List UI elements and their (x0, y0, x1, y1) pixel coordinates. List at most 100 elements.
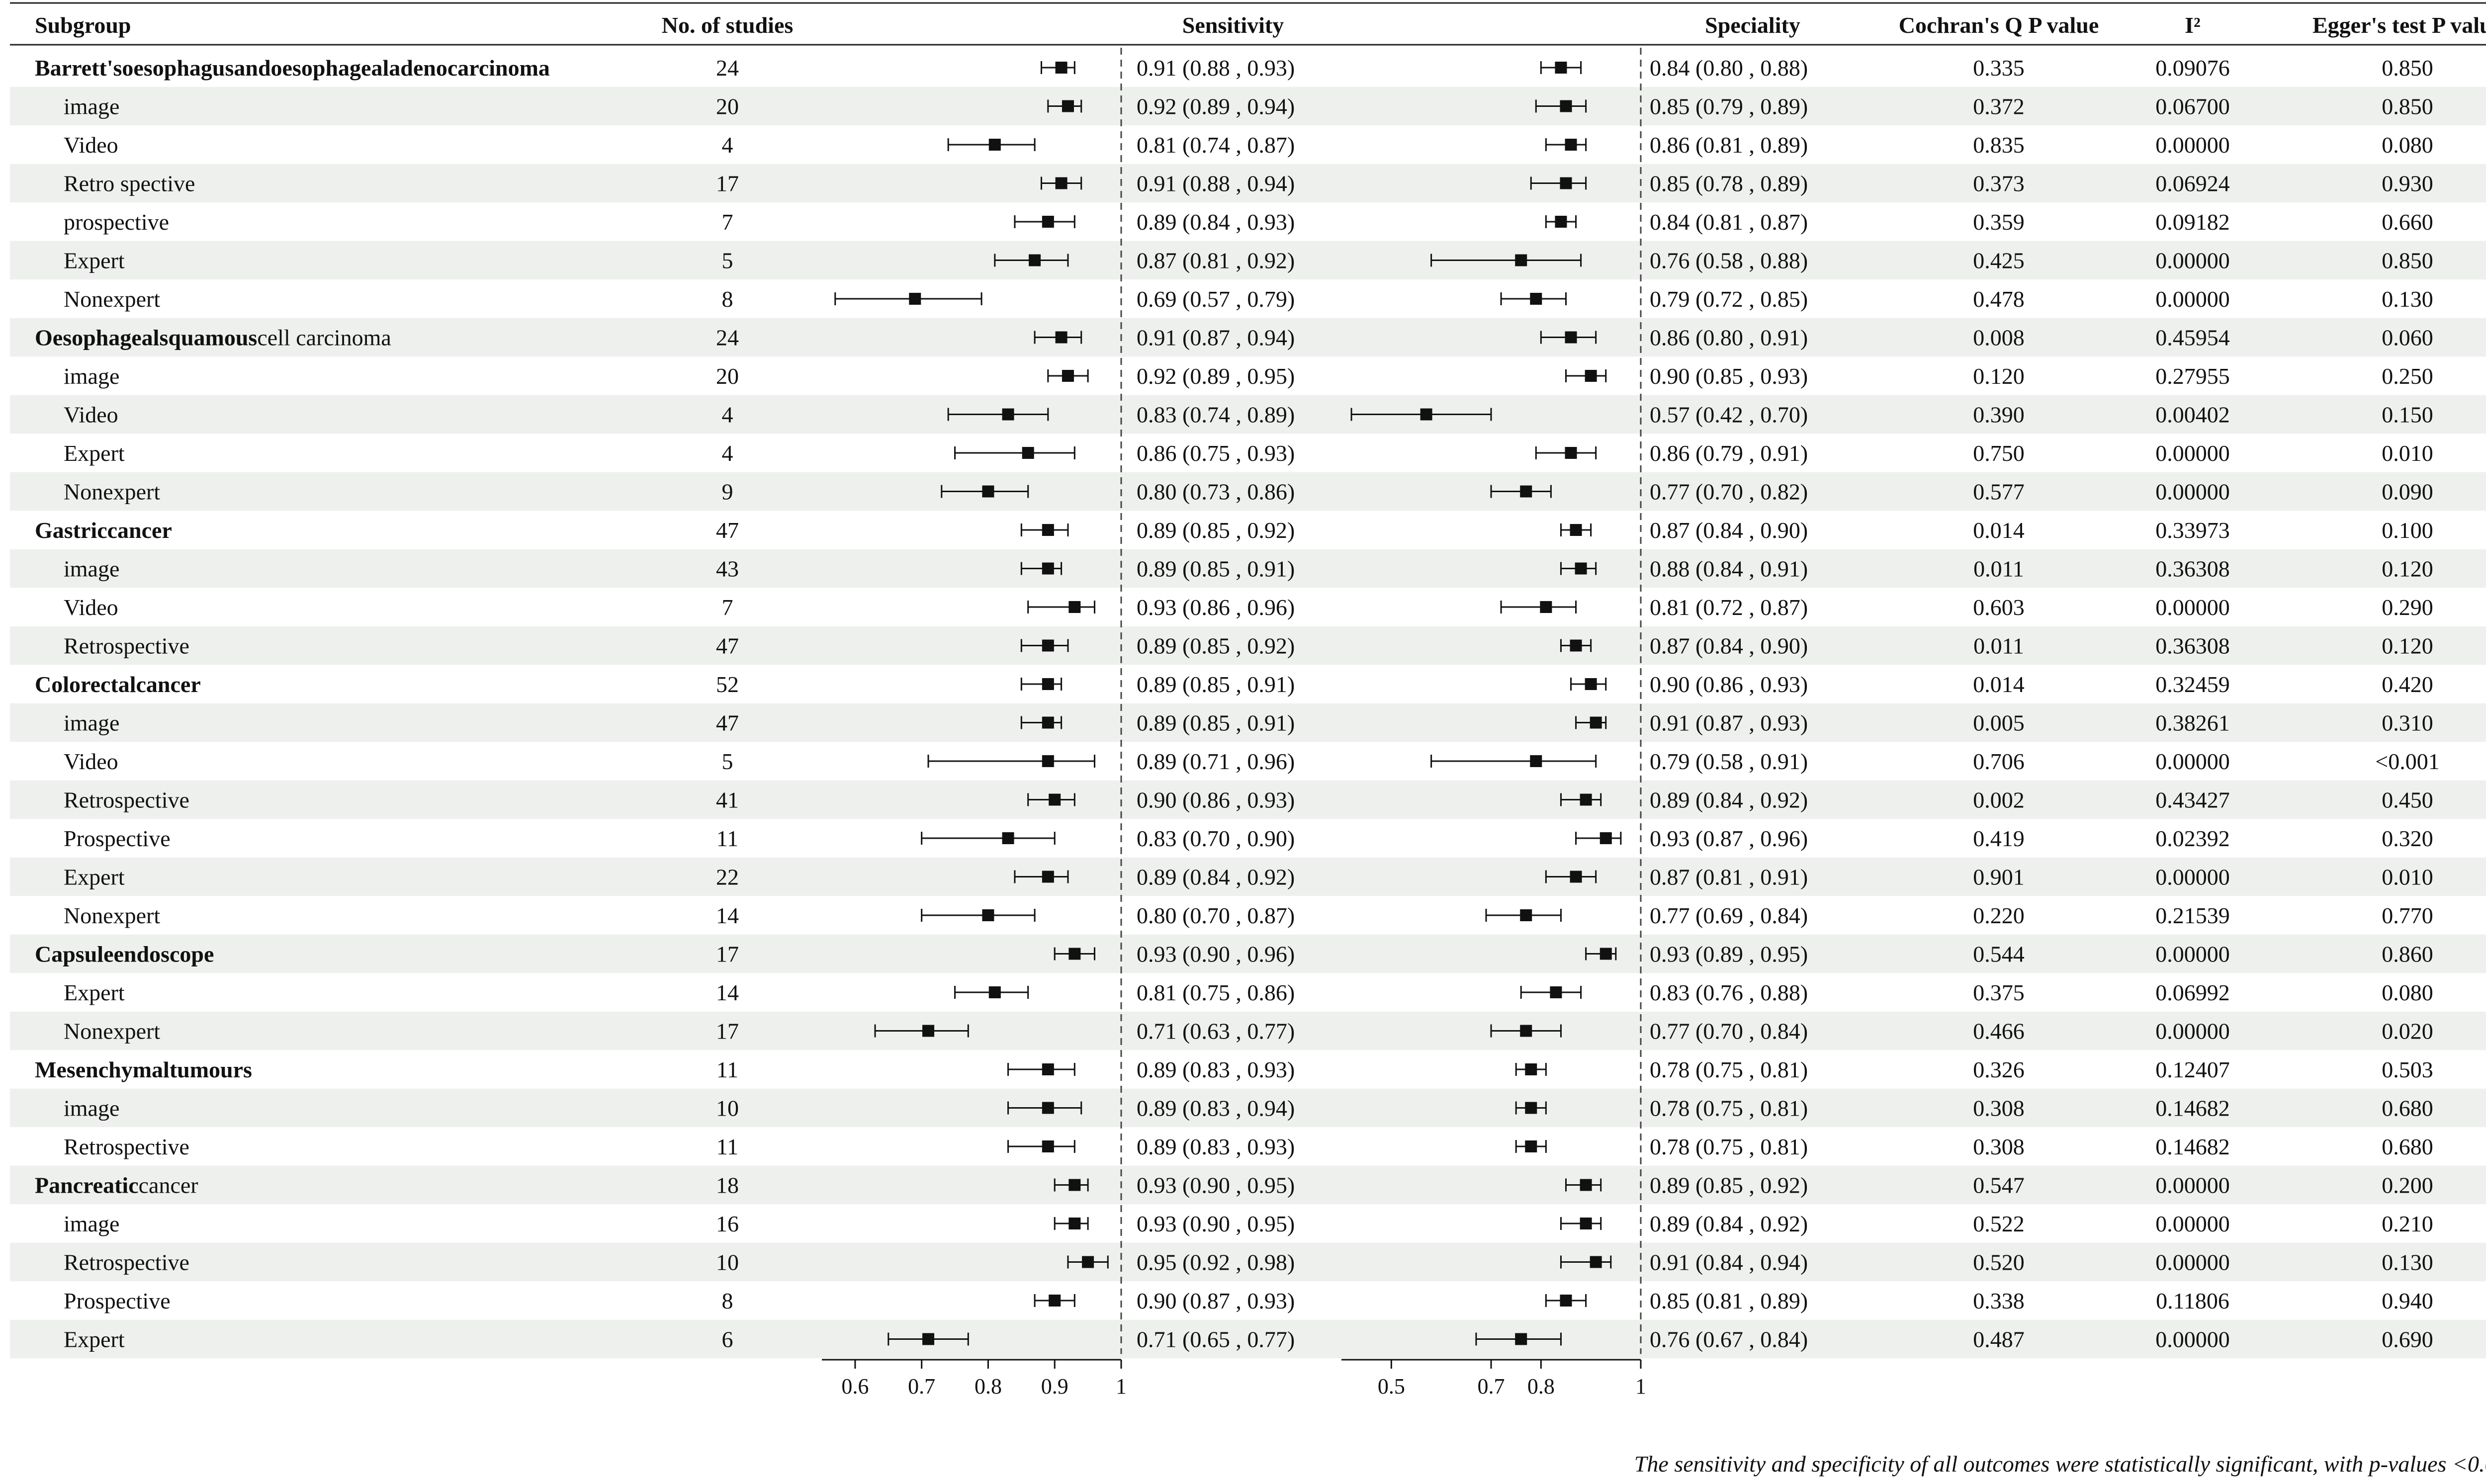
sensitivity-point (1055, 177, 1067, 189)
sensitivity-tick-label: 0.7 (908, 1374, 935, 1398)
table-row: Prospective 8 0.90 (0.87 , 0.93) 0.85 (0.81… (64, 1288, 2433, 1313)
table-row: Video 5 0.89 (0.71 , 0.96) 0.79 (0.58 , 0.9… (64, 749, 2440, 774)
i2-value: 0.21539 (2155, 903, 2230, 928)
specificity-tick-label: 0.5 (1378, 1374, 1405, 1398)
subgroup-label: Colorectalcancer (35, 672, 201, 697)
cochran-q-value: 0.011 (1973, 556, 2024, 582)
sensitivity-value: 0.91 (0.88 , 0.93) (1137, 55, 1295, 81)
specificity-point (1540, 601, 1552, 613)
egger-value: <0.001 (2375, 749, 2439, 774)
cochran-q-value: 0.478 (1973, 286, 2025, 312)
sensitivity-value: 0.89 (0.83 , 0.94) (1137, 1096, 1295, 1121)
sensitivity-value: 0.92 (0.89 , 0.95) (1137, 363, 1295, 389)
row-stripe (10, 1165, 2486, 1205)
cochran-q-value: 0.544 (1973, 942, 2025, 967)
sensitivity-point (1062, 100, 1074, 112)
specificity-point (1555, 216, 1567, 228)
sensitivity-point (1042, 1140, 1054, 1152)
cochran-q-value: 0.466 (1973, 1019, 2025, 1044)
row-stripe (10, 1242, 2486, 1282)
sensitivity-point (1068, 1218, 1081, 1229)
table-row: Capsuleendoscope 17 0.93 (0.90 , 0.96) 0.93… (35, 942, 2433, 967)
studies-count: 47 (716, 633, 739, 659)
i2-value: 0.02392 (2155, 826, 2230, 851)
sensitivity-value: 0.95 (0.92 , 0.98) (1137, 1250, 1295, 1275)
row-stripe (10, 934, 2486, 973)
egger-value: 0.850 (2382, 94, 2433, 119)
specificity-value: 0.87 (0.84 , 0.90) (1650, 633, 1808, 659)
cochran-q-value: 0.375 (1973, 980, 2025, 1005)
sensitivity-value: 0.93 (0.90 , 0.95) (1137, 1211, 1295, 1236)
subgroup-label: image (64, 1096, 119, 1121)
specificity-value: 0.93 (0.89 , 0.95) (1650, 942, 1808, 967)
studies-count: 17 (716, 171, 739, 196)
specificity-point (1530, 293, 1542, 305)
table-row: Expert 4 0.86 (0.75 , 0.93) 0.86 (0.79 , 0.… (64, 440, 2433, 466)
row-stripe (10, 472, 2486, 511)
sensitivity-value: 0.91 (0.88 , 0.94) (1137, 171, 1295, 196)
i2-value: 0.36308 (2155, 556, 2230, 582)
cochran-q-value: 0.419 (1973, 826, 2025, 851)
i2-value: 0.00000 (2155, 865, 2230, 890)
axes: 0.6 0.7 0.8 0.9 1 0.5 0.7 0.8 1 (822, 1359, 1646, 1398)
specificity-value: 0.77 (0.69 , 0.84) (1650, 903, 1808, 928)
i2-value: 0.36308 (2155, 633, 2230, 659)
specificity-value: 0.85 (0.78 , 0.89) (1650, 171, 1808, 196)
specificity-value: 0.90 (0.85 , 0.93) (1650, 363, 1808, 389)
table-row: Nonexpert 14 0.80 (0.70 , 0.87) 0.77 (0.69 … (64, 903, 2433, 928)
egger-value: 0.930 (2382, 171, 2433, 196)
studies-count: 43 (716, 556, 739, 582)
egger-value: 0.320 (2382, 826, 2433, 851)
sensitivity-value: 0.81 (0.75 , 0.86) (1137, 980, 1295, 1005)
studies-count: 24 (716, 55, 739, 81)
specificity-value: 0.91 (0.84 , 0.94) (1650, 1250, 1808, 1275)
sensitivity-value: 0.93 (0.86 , 0.96) (1137, 595, 1295, 620)
sensitivity-point (1062, 370, 1074, 382)
specificity-value: 0.89 (0.85 , 0.92) (1650, 1173, 1808, 1198)
i2-value: 0.06700 (2155, 94, 2230, 119)
subgroup-label-rest: cell carcinoma (257, 325, 391, 350)
studies-count: 52 (716, 672, 739, 697)
sensitivity-tick-label: 0.8 (975, 1374, 1002, 1398)
subgroup-label: Gastriccancer (35, 518, 172, 543)
studies-count: 41 (716, 787, 739, 813)
table-row: Retrospective 11 0.89 (0.83 , 0.93) 0.78 (0… (64, 1134, 2433, 1159)
specificity-point (1520, 909, 1532, 921)
i2-value: 0.33973 (2155, 518, 2230, 543)
table-row: Mesenchymaltumours 11 0.89 (0.83 , 0.93) 0.… (35, 1057, 2433, 1082)
subgroup-label: Expert (64, 248, 125, 273)
egger-value: 0.010 (2382, 865, 2433, 890)
i2-value: 0.14682 (2155, 1096, 2230, 1121)
studies-count: 10 (716, 1096, 739, 1121)
row-stripe (10, 549, 2486, 588)
egger-header: Egger's test P value (2312, 12, 2486, 38)
table-row: Prospective 11 0.83 (0.70 , 0.90) 0.93 (0.8… (64, 826, 2433, 851)
egger-value: 0.120 (2382, 633, 2433, 659)
sensitivity-value: 0.89 (0.71 , 0.96) (1137, 749, 1295, 774)
table-row: Expert 6 0.71 (0.65 , 0.77) 0.76 (0.67 , 0.… (64, 1327, 2433, 1352)
specificity-value: 0.85 (0.81 , 0.89) (1650, 1288, 1808, 1313)
subgroup-label: Retrospective (64, 1250, 189, 1275)
sensitivity-point (1068, 601, 1081, 613)
subgroup-label: Oesophagealsquamouscell carcinoma (35, 325, 391, 350)
cochran-q-value: 0.522 (1973, 1211, 2025, 1236)
subgroup-label: Nonexpert (64, 1019, 160, 1044)
row-stripes (10, 87, 2486, 1359)
sensitivity-value: 0.89 (0.84 , 0.92) (1137, 865, 1295, 890)
i2-value: 0.11806 (2156, 1288, 2229, 1313)
specificity-point (1515, 1333, 1527, 1345)
table-row: Colorectalcancer 52 0.89 (0.85 , 0.91) 0.90… (35, 672, 2433, 697)
sensitivity-point (1042, 755, 1054, 767)
cochran-q-value: 0.577 (1973, 479, 2025, 505)
egger-value: 0.290 (2382, 595, 2433, 620)
sensitivity-point (1042, 1102, 1054, 1114)
sensitivity-value: 0.89 (0.83 , 0.93) (1137, 1134, 1295, 1159)
cochran-q-value: 0.835 (1973, 132, 2025, 158)
specificity-point (1570, 639, 1582, 652)
specificity-value: 0.78 (0.75 , 0.81) (1650, 1134, 1808, 1159)
i2-value: 0.32459 (2155, 672, 2230, 697)
table-row: Video 7 0.93 (0.86 , 0.96) 0.81 (0.72 , 0.8… (64, 595, 2433, 620)
i2-value: 0.45954 (2155, 325, 2230, 350)
i2-value: 0.00000 (2155, 479, 2230, 505)
